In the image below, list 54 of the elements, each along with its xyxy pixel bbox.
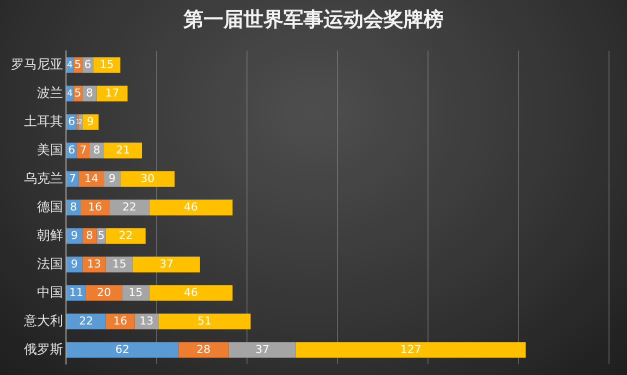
data-label: 17 (105, 86, 120, 100)
data-label: 7 (80, 143, 87, 156)
data-label: 15 (128, 286, 143, 299)
data-label: 8 (86, 86, 94, 100)
data-label: 14 (84, 172, 98, 185)
data-label: 5 (74, 86, 82, 100)
data-label: 9 (86, 114, 94, 128)
data-label: 127 (400, 342, 422, 356)
data-label: 51 (197, 314, 212, 328)
data-label: 9 (70, 228, 78, 242)
data-label: 46 (184, 286, 198, 299)
data-label: 5 (98, 228, 105, 242)
data-label: 13 (87, 257, 102, 270)
data-label: 22 (118, 228, 133, 242)
data-label: 37 (255, 342, 270, 356)
data-label: 5 (74, 58, 82, 71)
data-label: 22 (79, 314, 94, 328)
data-label: 4 (67, 88, 74, 99)
data-label: 22 (122, 200, 136, 214)
data-label: 62 (115, 342, 130, 356)
data-label: 7 (69, 172, 76, 185)
data-label: 30 (140, 172, 154, 185)
data-label: 46 (184, 200, 198, 214)
y-tick-label: 土耳其 (24, 114, 63, 130)
data-label: 6 (68, 143, 76, 156)
y-tick-label: 朝鲜 (37, 228, 63, 244)
data-label: 8 (93, 143, 100, 156)
y-tick-label: 乌克兰 (24, 171, 63, 186)
data-label: 16 (88, 200, 102, 214)
data-label: 6 (84, 58, 92, 71)
y-tick-label: 俄罗斯 (24, 342, 63, 358)
y-tick-label: 波兰 (37, 86, 63, 101)
data-label: 15 (100, 58, 114, 71)
data-label: 9 (108, 172, 116, 185)
data-label: 16 (113, 314, 128, 328)
data-label: 8 (86, 228, 94, 242)
data-label: 13 (140, 314, 154, 328)
y-tick-label: 罗马尼亚 (11, 57, 63, 72)
y-tick-label: 美国 (37, 142, 63, 158)
chart-title: 第一届世界军事运动会奖牌榜 (182, 6, 444, 33)
data-label: 6 (68, 114, 76, 128)
y-tick-label: 中国 (37, 285, 63, 300)
data-label: 9 (70, 257, 78, 270)
data-label: 21 (116, 143, 130, 156)
data-label: 11 (69, 286, 84, 299)
data-label: 28 (196, 342, 211, 356)
data-label: 4 (67, 60, 74, 70)
y-tick-label: 德国 (37, 200, 63, 215)
data-label: 15 (112, 257, 126, 270)
data-label: 8 (70, 200, 77, 214)
data-label: 20 (97, 286, 112, 299)
y-tick-label: 意大利 (23, 314, 63, 329)
data-label: 37 (159, 257, 174, 270)
y-tick-label: 法国 (37, 256, 63, 272)
